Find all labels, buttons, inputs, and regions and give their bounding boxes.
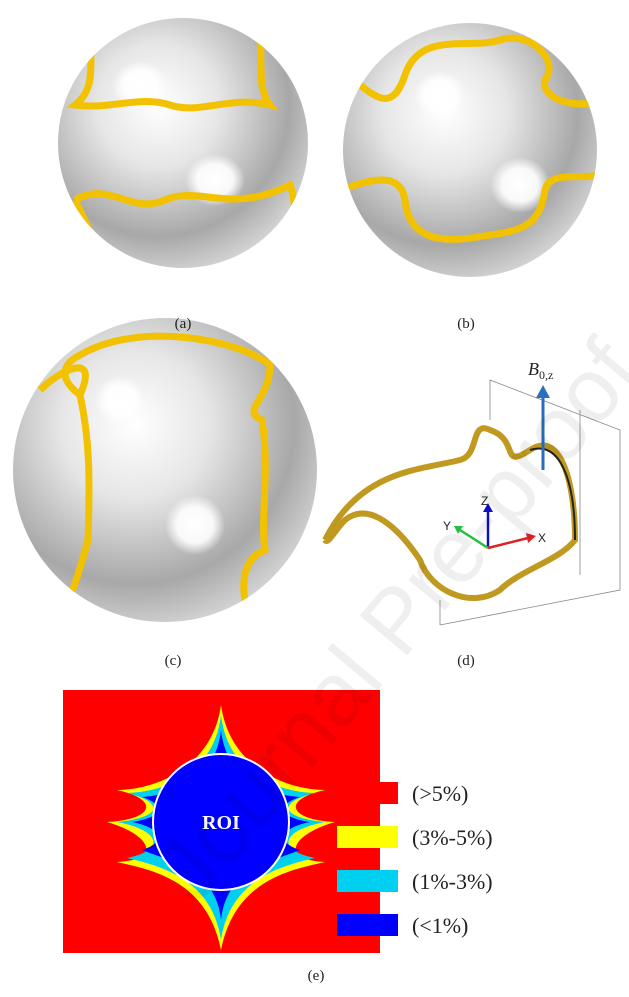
legend-swatch — [337, 782, 398, 804]
legend-label: (<1%) — [412, 913, 468, 938]
legend-swatch — [337, 914, 398, 936]
panel-label: (a) — [175, 316, 192, 332]
legend-label: (>5%) — [412, 781, 468, 806]
panel-label: (d) — [457, 653, 475, 669]
panel-label: (b) — [457, 316, 475, 332]
sphere-a — [58, 18, 308, 268]
legend-swatch — [337, 870, 398, 892]
legend-label: (1%-3%) — [412, 869, 493, 894]
legend-swatch — [337, 826, 398, 848]
figure: B0,z Z X Y ROI (>5%)(3%-5%)(1%-3%)(<1%) … — [0, 0, 629, 992]
sphere-c — [13, 318, 317, 622]
axis-x: X — [538, 531, 546, 545]
sphere-b — [340, 23, 600, 277]
legend-label: (3%-5%) — [412, 825, 493, 850]
panel-label: (e) — [308, 968, 325, 984]
panel-label: (c) — [165, 653, 182, 669]
